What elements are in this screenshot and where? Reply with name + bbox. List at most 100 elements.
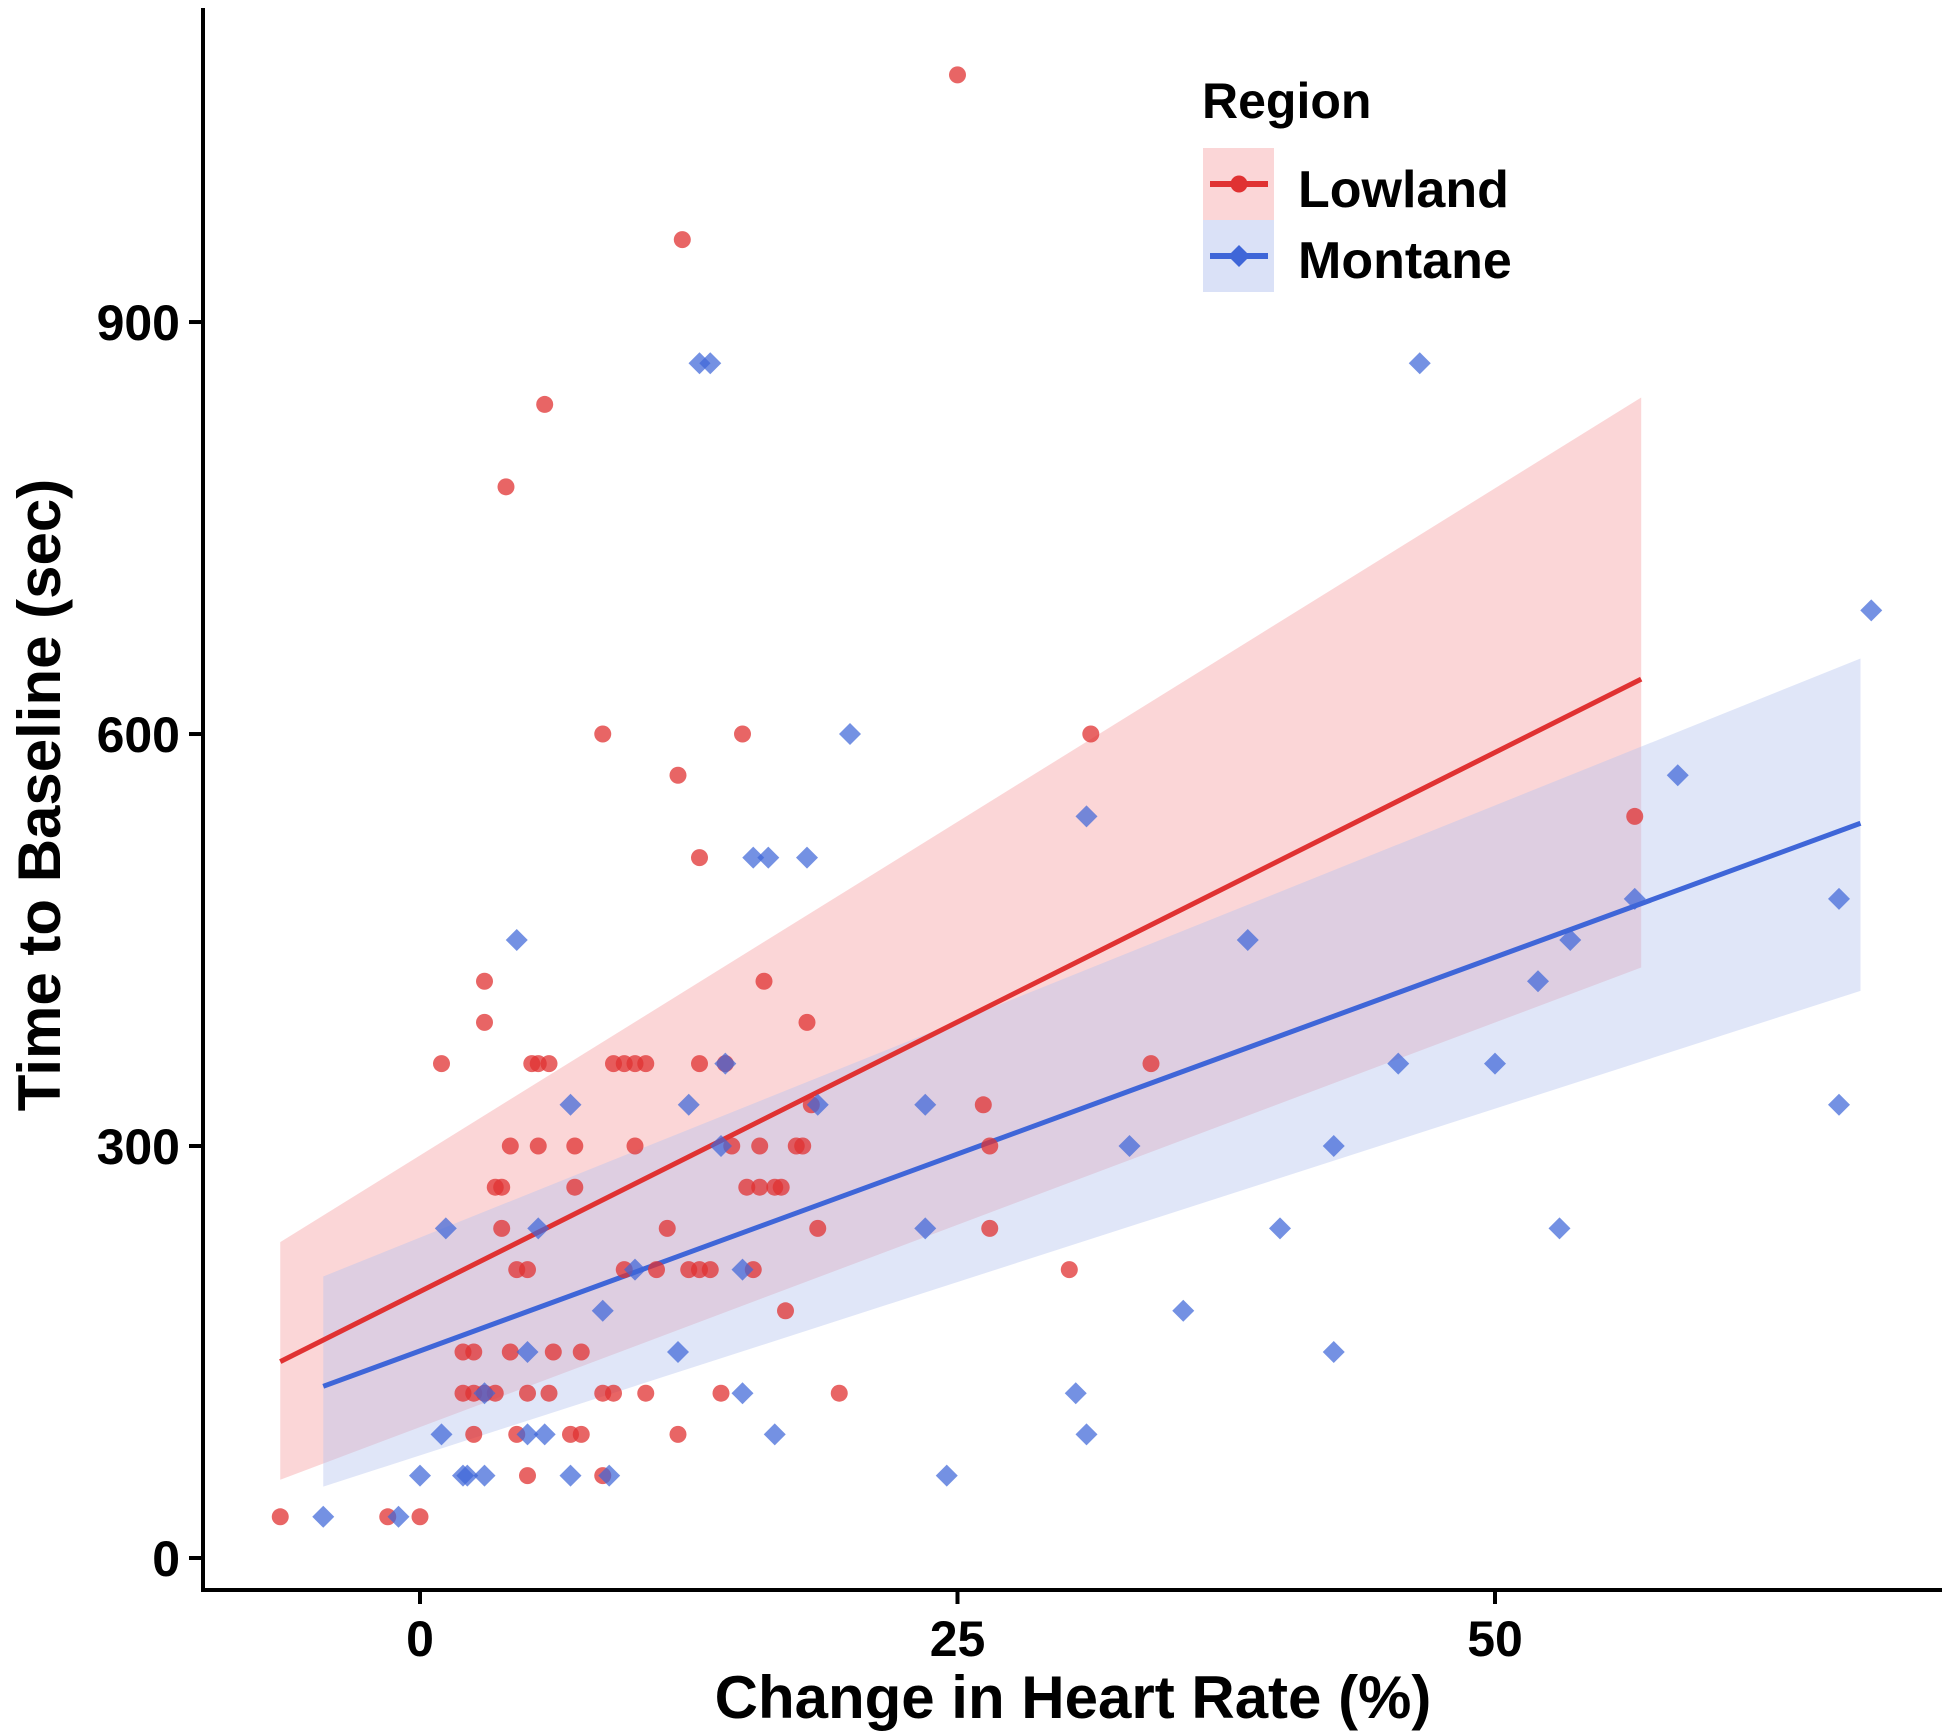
point-lowland bbox=[701, 1261, 719, 1279]
point-lowland bbox=[1142, 1055, 1160, 1073]
point-montane bbox=[409, 1464, 431, 1487]
y-tick-label: 900 bbox=[97, 295, 180, 351]
point-lowland bbox=[777, 1302, 794, 1320]
point-montane bbox=[1548, 1217, 1571, 1240]
point-lowland bbox=[566, 1137, 584, 1155]
point-montane bbox=[1064, 1382, 1087, 1405]
fit-line-lowland bbox=[279, 676, 1643, 1364]
point-lowland bbox=[540, 1384, 558, 1402]
point-lowland bbox=[669, 766, 687, 784]
y-tick-label: 300 bbox=[97, 1119, 180, 1175]
point-montane bbox=[710, 1135, 732, 1158]
fit-line-montane bbox=[322, 820, 1862, 1389]
point-lowland bbox=[497, 478, 515, 496]
point-lowland bbox=[669, 1425, 687, 1443]
point-montane bbox=[1172, 1299, 1195, 1322]
point-lowland bbox=[673, 231, 691, 249]
point-lowland bbox=[974, 1096, 992, 1114]
point-montane bbox=[434, 1217, 457, 1240]
point-montane bbox=[1666, 764, 1689, 787]
x-ticks: 0 25 50 bbox=[406, 1590, 1523, 1667]
point-lowland bbox=[540, 1055, 558, 1073]
legend-label-montane: Montane bbox=[1298, 232, 1512, 290]
point-montane bbox=[731, 1258, 754, 1281]
point-montane bbox=[1269, 1217, 1291, 1240]
point-montane bbox=[1236, 929, 1259, 952]
point-montane bbox=[1322, 1341, 1345, 1364]
point-lowland bbox=[738, 1178, 756, 1196]
point-montane bbox=[667, 1341, 689, 1364]
point-lowland bbox=[493, 1219, 511, 1237]
x-tick-label: 0 bbox=[406, 1611, 434, 1667]
point-lowland bbox=[433, 1055, 450, 1073]
point-lowland bbox=[648, 1261, 665, 1279]
confidence-bands bbox=[280, 397, 1861, 1487]
axes: 0 25 50 0 300 600 900 bbox=[97, 8, 1942, 1667]
point-montane bbox=[1527, 970, 1549, 993]
point-montane bbox=[516, 1423, 539, 1446]
point-lowland bbox=[981, 1137, 999, 1155]
point-montane bbox=[387, 1505, 410, 1528]
point-lowland bbox=[751, 1178, 769, 1196]
y-axis-title: Time to Baseline (sec) bbox=[6, 479, 73, 1111]
point-montane bbox=[914, 1217, 937, 1240]
point-montane bbox=[914, 1093, 937, 1116]
point-lowland bbox=[691, 849, 708, 867]
point-lowland bbox=[1082, 725, 1100, 743]
point-lowland bbox=[594, 725, 612, 743]
point-lowland bbox=[544, 1343, 562, 1361]
point-lowland bbox=[572, 1343, 590, 1361]
point-lowland bbox=[798, 1013, 816, 1031]
point-lowland bbox=[751, 1137, 769, 1155]
point-montane bbox=[1860, 599, 1883, 622]
point-lowland bbox=[501, 1137, 519, 1155]
point-lowland bbox=[411, 1508, 429, 1526]
point-lowland bbox=[572, 1425, 590, 1443]
point-lowland bbox=[605, 1384, 622, 1402]
fit-lines bbox=[279, 676, 1862, 1389]
y-ticks: 0 300 600 900 bbox=[97, 295, 203, 1587]
point-montane bbox=[505, 929, 528, 952]
point-lowland bbox=[772, 1178, 790, 1196]
point-montane bbox=[1623, 887, 1646, 910]
point-montane bbox=[731, 1382, 754, 1405]
point-lowland bbox=[755, 972, 773, 990]
point-montane bbox=[312, 1505, 335, 1528]
point-montane bbox=[1322, 1135, 1345, 1158]
x-tick-label: 25 bbox=[930, 1611, 986, 1667]
point-montane bbox=[624, 1258, 646, 1281]
point-montane bbox=[757, 846, 780, 869]
point-montane bbox=[742, 846, 765, 869]
legend-label-lowland: Lowland bbox=[1298, 161, 1509, 219]
point-lowland bbox=[529, 1137, 547, 1155]
point-montane bbox=[527, 1217, 550, 1240]
point-lowland bbox=[830, 1384, 848, 1402]
point-lowland bbox=[465, 1343, 483, 1361]
legend: Region Lowland Montane bbox=[1202, 73, 1512, 292]
point-montane bbox=[430, 1423, 453, 1446]
point-montane bbox=[806, 1093, 829, 1116]
point-lowland bbox=[493, 1178, 511, 1196]
point-montane bbox=[1118, 1135, 1141, 1158]
point-lowland bbox=[637, 1384, 655, 1402]
point-lowland bbox=[637, 1055, 655, 1073]
point-montane bbox=[1828, 887, 1850, 910]
point-lowland bbox=[566, 1178, 584, 1196]
point-lowland bbox=[1626, 807, 1644, 825]
point-lowland bbox=[519, 1384, 536, 1402]
point-montane bbox=[935, 1464, 958, 1487]
point-montane bbox=[591, 1299, 614, 1322]
point-montane bbox=[473, 1464, 496, 1487]
point-lowland bbox=[949, 66, 966, 84]
point-montane bbox=[533, 1423, 556, 1446]
point-montane bbox=[677, 1093, 700, 1116]
point-lowland bbox=[712, 1384, 730, 1402]
x-axis-title: Change in Heart Rate (%) bbox=[715, 1664, 1432, 1731]
point-lowland bbox=[794, 1137, 812, 1155]
y-tick-label: 0 bbox=[152, 1531, 180, 1587]
point-lowland bbox=[476, 972, 493, 990]
point-montane bbox=[598, 1464, 621, 1487]
point-lowland bbox=[519, 1261, 536, 1279]
point-lowland bbox=[501, 1343, 519, 1361]
